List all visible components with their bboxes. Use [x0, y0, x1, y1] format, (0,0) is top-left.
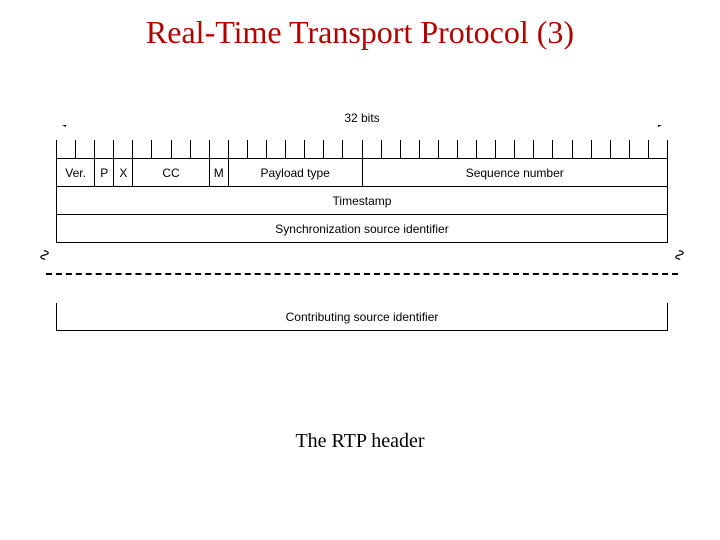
- field-timestamp: Timestamp: [57, 187, 668, 214]
- header-row-3: Synchronization source identifier: [56, 215, 668, 243]
- bit-tick: [458, 140, 477, 158]
- bit-tick: [439, 140, 458, 158]
- bit-tick: [114, 140, 133, 158]
- bit-tick: [630, 140, 649, 158]
- bit-tick: [210, 140, 229, 158]
- bit-tick: [305, 140, 324, 158]
- bit-tick: [496, 140, 515, 158]
- field-m: M: [210, 159, 229, 186]
- bit-tick: [229, 140, 248, 158]
- slide-title-text: Real-Time Transport Protocol (3): [146, 14, 574, 50]
- bit-width-label-wrap: 32 bits: [56, 111, 668, 125]
- bit-tick: [133, 140, 152, 158]
- bit-tick: [611, 140, 630, 158]
- bit-tick: [95, 140, 114, 158]
- field-ssrc: Synchronization source identifier: [57, 215, 668, 242]
- field-ver: Ver.: [57, 159, 95, 186]
- bit-tick: [191, 140, 210, 158]
- bit-tick: [573, 140, 592, 158]
- field-cc: CC: [133, 159, 209, 186]
- slide-title: Real-Time Transport Protocol (3): [0, 14, 720, 51]
- bit-tick: [401, 140, 420, 158]
- figure-caption-text: The RTP header: [295, 430, 424, 452]
- field-rows: Ver. P X CC M Payload type Sequence numb…: [56, 158, 668, 243]
- bit-tick: [57, 140, 76, 158]
- variable-section-break: ∿ ∿: [56, 243, 668, 303]
- dashed-separator: [46, 273, 678, 275]
- wavy-right-icon: ∿: [669, 248, 689, 261]
- bit-tick: [343, 140, 362, 158]
- bit-tick: [515, 140, 534, 158]
- bit-tick: [172, 140, 191, 158]
- bit-tick: [324, 140, 343, 158]
- bit-tick: [553, 140, 572, 158]
- field-x: X: [114, 159, 133, 186]
- figure-caption: The RTP header: [0, 430, 720, 453]
- field-csrc: Contributing source identifier: [57, 303, 668, 330]
- wavy-left-icon: ∿: [35, 248, 55, 261]
- bit-tick: [592, 140, 611, 158]
- bit-tick: [267, 140, 286, 158]
- header-row-2: Timestamp: [56, 187, 668, 215]
- field-seq-number: Sequence number: [363, 159, 669, 186]
- bit-width-label: 32 bits: [338, 111, 385, 125]
- header-row-4: Contributing source identifier: [56, 303, 668, 331]
- field-p: P: [95, 159, 114, 186]
- field-payload-type: Payload type: [229, 159, 363, 186]
- header-row-1: Ver. P X CC M Payload type Sequence numb…: [56, 159, 668, 187]
- bit-tick: [420, 140, 439, 158]
- bit-tick-row: [56, 140, 668, 158]
- bit-tick: [649, 140, 668, 158]
- rtp-header-diagram: 32 bits Ver. P X CC M Payload type Seque…: [56, 108, 668, 331]
- bit-tick: [76, 140, 95, 158]
- bit-tick: [363, 140, 382, 158]
- bit-tick: [534, 140, 553, 158]
- bit-tick: [248, 140, 267, 158]
- bit-tick: [152, 140, 171, 158]
- bit-tick: [477, 140, 496, 158]
- bit-tick: [286, 140, 305, 158]
- bit-tick: [382, 140, 401, 158]
- bit-width-arrow: 32 bits: [56, 108, 668, 136]
- slide: Real-Time Transport Protocol (3) 32 bits…: [0, 0, 720, 540]
